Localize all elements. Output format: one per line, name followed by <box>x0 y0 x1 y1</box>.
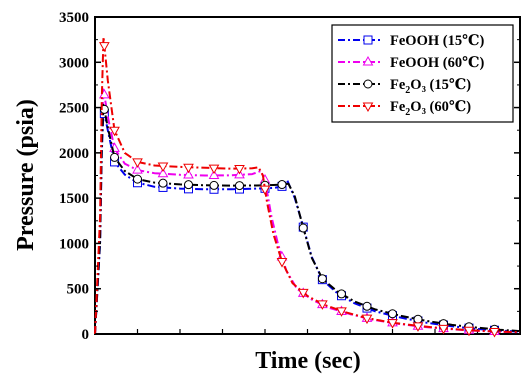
y-tick-label: 2000 <box>59 146 89 162</box>
data-point <box>317 274 327 284</box>
legend: FeOOH (15℃) FeOOH (60℃) Fe2O₃ (15℃) Fe2O₃ (… <box>331 24 514 123</box>
legend-label: Fe2O₃ (60℃) <box>390 99 471 118</box>
series-1 <box>94 88 521 336</box>
y-tick-label: 500 <box>67 282 90 298</box>
data-point <box>234 165 245 175</box>
data-point <box>133 174 142 184</box>
data-point <box>489 327 500 338</box>
y-tick-label: 1000 <box>59 236 89 252</box>
data-point <box>132 164 143 174</box>
legend-marker <box>362 102 374 113</box>
legend-item: FeOOH (60℃) <box>338 55 484 71</box>
data-point <box>157 162 169 173</box>
data-point <box>183 163 194 174</box>
data-point <box>276 258 288 268</box>
data-point <box>208 164 220 175</box>
series-3 <box>94 35 521 338</box>
legend-label: FeOOH (60℃) <box>390 55 484 71</box>
series-line <box>94 88 521 335</box>
series-line <box>94 35 521 335</box>
legend-label: FeOOH (15℃) <box>390 33 484 49</box>
data-point <box>413 314 423 324</box>
legend-marker <box>363 79 373 89</box>
data-point <box>297 288 309 299</box>
y-tick-label: 3000 <box>59 55 89 71</box>
data-point <box>157 167 169 178</box>
data-point <box>438 324 449 335</box>
data-point <box>362 301 372 311</box>
data-point <box>259 185 271 196</box>
y-tick-label: 2500 <box>59 101 89 117</box>
data-point <box>235 181 244 191</box>
legend-item: Fe2O₃ (15℃) <box>338 77 471 96</box>
x-axis-title: Time (sec) <box>255 348 361 374</box>
legend-item: FeOOH (15℃) <box>338 33 484 49</box>
data-point <box>298 223 308 233</box>
data-point <box>412 322 424 332</box>
legend-label: Fe2O₃ (15℃) <box>390 77 471 96</box>
y-axis-ticks: 0 500 1000 1500 2000 2500 3000 3500 <box>59 10 520 343</box>
data-point <box>208 169 220 179</box>
y-tick-label: 0 <box>82 327 90 343</box>
data-point <box>109 126 120 137</box>
data-point <box>184 180 193 190</box>
legend-item: Fe2O₃ (60℃) <box>338 99 471 118</box>
data-point <box>361 314 373 325</box>
series-line <box>94 108 521 335</box>
data-point <box>317 300 328 310</box>
legend-marker <box>362 55 374 66</box>
series-0 <box>94 108 521 335</box>
data-point <box>336 307 347 317</box>
data-point <box>183 168 194 179</box>
plot-area <box>94 16 521 338</box>
data-point <box>387 319 398 329</box>
y-tick-label: 1500 <box>59 191 89 207</box>
data-point <box>209 180 219 190</box>
series-2 <box>94 103 521 335</box>
data-point <box>158 178 168 188</box>
data-point <box>388 309 397 319</box>
data-point <box>463 326 475 337</box>
y-axis-title: Pressure (psia) <box>13 99 39 251</box>
data-point <box>132 158 143 168</box>
legend-marker <box>363 35 373 45</box>
series-line <box>94 103 521 335</box>
legend-box <box>331 24 514 123</box>
data-point <box>110 152 120 162</box>
data-point <box>98 42 110 52</box>
data-point <box>277 180 287 190</box>
data-point <box>337 289 346 299</box>
y-tick-label: 3500 <box>59 10 89 26</box>
